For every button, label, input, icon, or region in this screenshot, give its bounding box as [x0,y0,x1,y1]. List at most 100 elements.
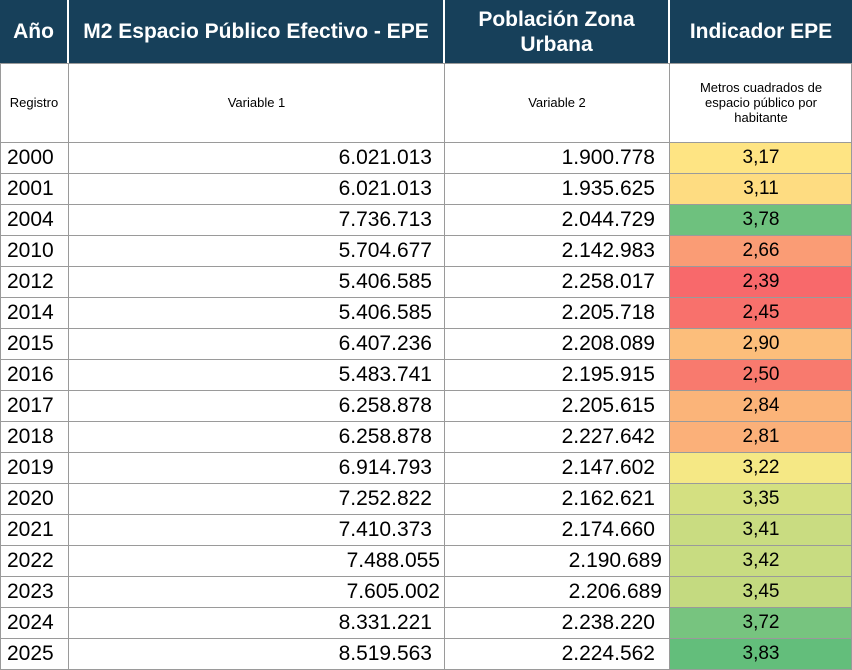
population-cell-value: 2.206.689 [568,580,662,603]
indicator-cell-value: 3,42 [742,550,780,571]
indicator-cell: 3,78 [670,205,852,235]
year-cell-value: 2004 [7,208,54,231]
population-cell: 2.206.689 [445,577,669,607]
indicator-cell-value: 2,81 [742,426,780,447]
epe-cell: 7.410.373 [69,515,444,545]
subheader-epe-label: Variable 1 [227,95,286,110]
year-cell: 2024 [0,608,68,638]
epe-cell-value: 7.605.002 [346,580,440,603]
column-divider [444,63,445,670]
indicator-cell: 3,72 [670,608,852,638]
indicator-cell: 2,45 [670,298,852,328]
indicator-cell-value: 3,22 [742,457,780,478]
epe-cell-value: 7.488.055 [346,549,440,572]
indicator-cell-value: 3,11 [743,178,779,199]
header-indicator: Indicador EPE [670,0,852,63]
row-divider [0,545,852,546]
population-cell: 2.238.220 [445,608,669,638]
indicator-cell-value: 3,35 [742,488,780,509]
population-cell: 2.258.017 [445,267,669,297]
row-divider [0,359,852,360]
epe-cell-value: 7.252.822 [338,487,432,510]
epe-cell-value: 6.407.236 [338,332,432,355]
indicator-cell: 3,17 [670,143,852,173]
header-epe: M2 Espacio Público Efectivo - EPE [69,0,443,63]
indicator-cell-value: 2,39 [742,271,780,292]
indicator-cell: 2,50 [670,360,852,390]
subheader-year: Registro [0,63,68,142]
indicator-cell: 3,83 [670,639,852,669]
year-cell: 2012 [0,267,68,297]
indicator-cell: 2,90 [670,329,852,359]
population-cell-value: 2.227.642 [561,425,655,448]
epe-cell-value: 5.406.585 [338,301,432,324]
epe-cell: 6.258.878 [69,391,444,421]
population-cell-value: 2.224.562 [561,642,655,665]
epe-cell-value: 8.519.563 [338,642,432,665]
year-cell: 2019 [0,453,68,483]
epe-cell-value: 7.410.373 [338,518,432,541]
epe-cell: 7.252.822 [69,484,444,514]
column-divider [669,63,670,670]
population-cell: 2.195.915 [445,360,669,390]
population-cell: 2.162.621 [445,484,669,514]
epe-cell: 5.406.585 [69,298,444,328]
year-cell-value: 2017 [7,394,54,417]
epe-cell-value: 6.258.878 [338,394,432,417]
year-cell: 2021 [0,515,68,545]
epe-cell: 5.483.741 [69,360,444,390]
epe-cell-value: 6.258.878 [338,425,432,448]
column-divider [0,63,1,670]
indicator-cell-value: 2,84 [742,395,780,416]
epe-cell-value: 5.704.677 [338,239,432,262]
year-cell-value: 2019 [7,456,54,479]
year-cell: 2017 [0,391,68,421]
epe-cell: 8.519.563 [69,639,444,669]
population-cell-value: 2.205.718 [561,301,655,324]
epe-cell: 7.605.002 [69,577,444,607]
population-cell-value: 2.142.983 [561,239,655,262]
indicator-cell: 2,66 [670,236,852,266]
epe-cell-value: 5.406.585 [338,270,432,293]
subheader-indicator-label: Metros cuadrados de espacio público por … [699,80,823,125]
population-cell: 2.224.562 [445,639,669,669]
year-cell: 2000 [0,143,68,173]
year-cell: 2023 [0,577,68,607]
indicator-cell: 3,41 [670,515,852,545]
column-divider [68,63,69,670]
population-cell-value: 2.190.689 [568,549,662,572]
year-cell-value: 2025 [7,642,54,665]
year-cell: 2020 [0,484,68,514]
header-year-label: Año [13,20,54,43]
subheader-indicator: Metros cuadrados de espacio público por … [670,63,852,142]
population-cell: 2.044.729 [445,205,669,235]
year-cell: 2010 [0,236,68,266]
year-cell: 2025 [0,639,68,669]
population-cell: 2.227.642 [445,422,669,452]
indicator-cell: 3,22 [670,453,852,483]
epe-cell: 5.704.677 [69,236,444,266]
indicator-cell: 3,45 [670,577,852,607]
epe-cell-value: 8.331.221 [338,611,432,634]
indicator-cell: 2,84 [670,391,852,421]
population-cell-value: 1.900.778 [561,146,655,169]
indicator-cell: 2,39 [670,267,852,297]
year-cell-value: 2021 [7,518,54,541]
indicator-cell-value: 2,50 [742,364,780,385]
population-cell: 2.205.615 [445,391,669,421]
indicator-cell-value: 2,90 [742,333,780,354]
epe-cell: 6.021.013 [69,174,444,204]
population-cell: 2.174.660 [445,515,669,545]
indicator-cell-value: 3,41 [742,519,780,540]
population-cell: 2.142.983 [445,236,669,266]
indicator-cell: 2,81 [670,422,852,452]
population-cell: 1.900.778 [445,143,669,173]
subheader-population: Variable 2 [445,63,669,142]
year-cell-value: 2023 [7,580,54,603]
row-divider [0,421,852,422]
year-cell-value: 2010 [7,239,54,262]
header-population: Población Zona Urbana [445,0,668,63]
row-divider [0,576,852,577]
epe-cell-value: 7.736.713 [338,208,432,231]
